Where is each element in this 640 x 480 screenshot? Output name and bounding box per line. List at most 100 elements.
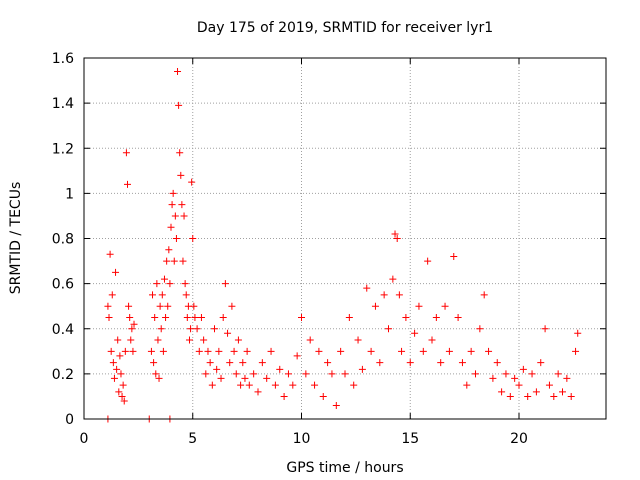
- data-point: [126, 313, 134, 321]
- data-point: [147, 347, 155, 355]
- data-point: [498, 388, 506, 396]
- data-point: [185, 336, 193, 344]
- data-point: [224, 329, 232, 337]
- data-point: [239, 359, 247, 367]
- data-point: [158, 291, 166, 299]
- data-point: [237, 381, 245, 389]
- data-point: [306, 336, 314, 344]
- data-point: [153, 280, 161, 288]
- data-point: [332, 401, 340, 409]
- data-point: [155, 374, 163, 382]
- data-point: [554, 370, 562, 378]
- data-point: [127, 336, 135, 344]
- data-point: [489, 374, 497, 382]
- data-point: [221, 280, 229, 288]
- data-point: [398, 347, 406, 355]
- data-point: [232, 370, 240, 378]
- data-point: [537, 359, 545, 367]
- y-tick-label: 1: [65, 186, 74, 202]
- data-point: [104, 302, 112, 310]
- data-point: [532, 388, 540, 396]
- data-point: [204, 347, 212, 355]
- y-tick-label: 1.6: [52, 51, 74, 67]
- data-point: [234, 336, 242, 344]
- grid: [84, 58, 606, 419]
- data-point: [180, 212, 188, 220]
- data-point: [450, 253, 458, 261]
- data-point: [152, 370, 160, 378]
- data-point: [289, 381, 297, 389]
- data-point: [172, 235, 180, 242]
- data-point: [128, 325, 136, 333]
- data-point: [350, 381, 358, 389]
- data-point: [519, 365, 527, 373]
- data-point: [267, 347, 275, 355]
- data-point: [188, 178, 196, 186]
- y-tick-label: 0.8: [52, 232, 74, 248]
- data-point: [389, 275, 397, 283]
- data-point: [263, 374, 271, 382]
- data-point: [315, 347, 323, 355]
- data-point: [154, 336, 162, 344]
- data-point: [258, 359, 266, 367]
- data-point: [319, 392, 327, 400]
- data-point: [159, 347, 167, 355]
- data-point: [380, 291, 388, 299]
- data-point: [241, 374, 249, 382]
- data-point: [206, 359, 214, 367]
- data-point: [391, 230, 399, 238]
- data-point: [182, 291, 190, 299]
- data-point: [559, 388, 566, 396]
- data-point: [341, 370, 349, 378]
- data-point: [125, 302, 133, 310]
- data-point: [485, 347, 493, 355]
- data-point: [393, 235, 401, 242]
- data-point: [511, 374, 519, 382]
- y-tick-label: 0.6: [52, 277, 74, 293]
- ticks: 0 0.2 0.4 0.6 0.8 1 1.2 1.4 1.6 0 5 10 15 20: [52, 51, 606, 447]
- data-point: [160, 275, 168, 283]
- data-point: [119, 381, 127, 389]
- plot-frame: [83, 57, 607, 420]
- data-point: [170, 257, 178, 265]
- data-point: [363, 284, 371, 292]
- data-point: [428, 336, 436, 344]
- data-point: [324, 359, 332, 367]
- data-point: [174, 68, 182, 76]
- data-point: [176, 149, 184, 157]
- data-point: [472, 370, 479, 378]
- data-point: [271, 381, 279, 389]
- data-point: [441, 302, 449, 310]
- data-point: [189, 235, 197, 242]
- data-point: [106, 250, 114, 258]
- data-point: [493, 359, 501, 367]
- data-point: [574, 329, 582, 337]
- data-point: [175, 101, 183, 109]
- data-point: [395, 291, 403, 299]
- data-point: [166, 280, 174, 288]
- data-point: [228, 302, 236, 310]
- data-point: [149, 291, 157, 299]
- data-point: [506, 392, 514, 400]
- data-point: [354, 336, 362, 344]
- data-point: [151, 313, 159, 321]
- data-point: [120, 397, 128, 405]
- data-point: [254, 388, 262, 396]
- data-point: [165, 246, 173, 254]
- y-tick-label: 0.4: [52, 322, 74, 338]
- data-point: [121, 347, 129, 355]
- data-point: [226, 359, 234, 367]
- data-point: [476, 325, 484, 333]
- data-point: [276, 365, 284, 373]
- data-point: [402, 313, 410, 321]
- data-point: [528, 370, 536, 378]
- data-point: [480, 291, 488, 299]
- data-point: [567, 392, 575, 400]
- data-point: [112, 268, 120, 276]
- data-point: [376, 359, 384, 367]
- x-tick-label: 0: [80, 431, 89, 447]
- data-point: [179, 257, 187, 265]
- data-point: [371, 302, 379, 310]
- data-point: [358, 365, 366, 373]
- data-point: [217, 374, 225, 382]
